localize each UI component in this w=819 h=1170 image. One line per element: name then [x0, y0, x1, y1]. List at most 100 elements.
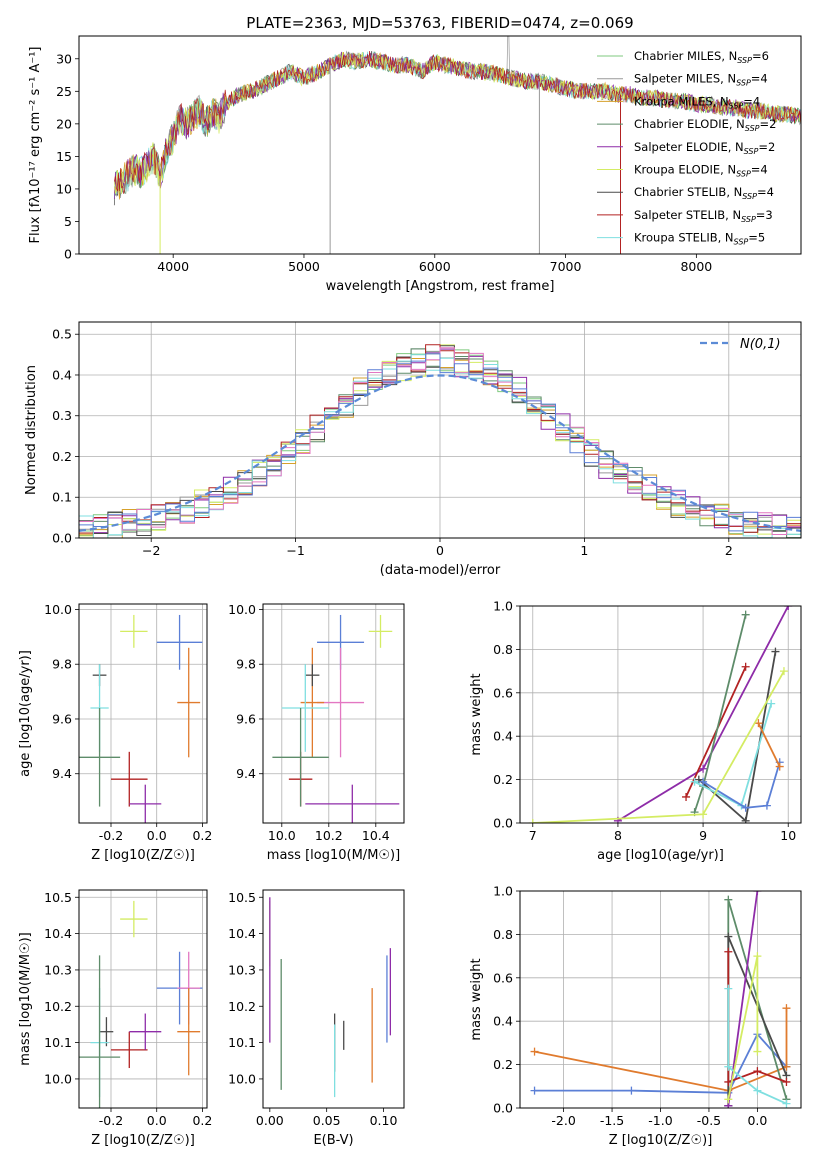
weight-marker	[779, 667, 788, 676]
axes-frame	[519, 890, 802, 1109]
y-tick-label: 0.6	[493, 970, 513, 985]
weight-marker	[528, 819, 537, 823]
legend-entry: Chabrier ELODIE, NSSP=2	[634, 117, 776, 133]
legend-entry: Chabrier STELIB, NSSP=4	[634, 185, 774, 201]
x-tick-label: 0.05	[313, 1113, 341, 1128]
y-tick-label: 9.8	[52, 657, 72, 672]
x-tick-label: 9	[699, 828, 707, 843]
y-tick-label: 0.0	[493, 1101, 513, 1116]
y-axis-label: mass weight	[469, 958, 484, 1040]
x-tick-label: -0.2	[99, 828, 123, 843]
legend-value: =2	[758, 140, 775, 154]
legend-entry: N(0,1)	[740, 337, 781, 352]
weight-line	[757, 722, 781, 767]
legend-subscript: SSP	[744, 147, 759, 156]
legend-value: =4	[751, 72, 768, 86]
plot-area	[530, 891, 791, 1108]
z-mass-panel: -0.2 0.0 0.2 10.0 10.1 10.2 10.3 10.4 10.5 Z [log…	[18, 889, 212, 1148]
weight-line	[534, 1008, 788, 1092]
x-tick-label: 10.2	[315, 828, 343, 843]
weight-marker	[724, 1062, 733, 1071]
weight-line	[702, 761, 781, 809]
age-weight-panel: 7 8 9 10 0.0 0.2 0.4 0.6 0.8 1.0 age [log10(age/yr…	[469, 599, 802, 863]
weight-marker	[782, 1004, 791, 1013]
axes-frame	[262, 889, 405, 1109]
weight-marker	[753, 1086, 762, 1095]
y-tick-label: 10.1	[228, 1035, 256, 1050]
weight-marker	[724, 1095, 733, 1104]
weight-marker	[690, 777, 699, 786]
axes-frame	[519, 605, 802, 824]
y-axis-label: Normed distribution	[24, 365, 39, 495]
weight-line	[727, 988, 787, 1105]
x-axis-label: mass [log10(M/M☉)]	[267, 848, 400, 863]
legend-entry: Kroupa ELODIE, NSSP=4	[634, 163, 768, 179]
axes-frame	[262, 603, 405, 824]
y-tick-label: 10.0	[44, 602, 72, 617]
y-tick-label: 10.0	[228, 1071, 256, 1086]
x-axis-label: age [log10(age/yr)]	[597, 848, 724, 863]
x-tick-label: 0.2	[192, 1113, 212, 1128]
weight-marker	[724, 895, 733, 904]
legend-subscript: SSP	[734, 238, 749, 247]
legend-subscript: SSP	[742, 192, 757, 201]
x-axis-label: E(B-V)	[313, 1133, 353, 1148]
spectrum-line	[113, 50, 801, 194]
legend-entry: Kroupa STELIB, NSSP=5	[634, 231, 765, 247]
figure-title: PLATE=2363, MJD=53763, FIBERID=0474, z=0…	[246, 14, 633, 32]
x-axis-label: Z [log10(Z/Z☉)]	[91, 848, 195, 863]
x-tick-label: −1	[286, 543, 304, 558]
weight-marker	[753, 891, 762, 895]
plot-area	[272, 614, 400, 823]
x-axis-label: Z [log10(Z/Z☉)]	[609, 1133, 713, 1148]
y-tick-label: 25	[56, 84, 72, 99]
x-tick-label: 7	[529, 828, 537, 843]
legend-subscript: SSP	[729, 101, 744, 110]
weight-marker	[775, 762, 784, 771]
weight-marker	[753, 1067, 762, 1076]
plot-area	[79, 614, 203, 823]
y-tick-label: 10.1	[44, 1035, 72, 1050]
legend-subscript: SSP	[736, 170, 751, 179]
y-tick-label: 5	[64, 214, 72, 229]
x-tick-label: −2	[142, 543, 160, 558]
legend-subscript: SSP	[737, 56, 752, 65]
x-tick-label: 0.10	[370, 1113, 398, 1128]
x-tick-label: 0.0	[747, 1113, 767, 1128]
y-tick-label: 10.0	[228, 602, 256, 617]
y-tick-label: 30	[56, 51, 72, 66]
x-tick-label: 5000	[288, 259, 320, 274]
x-axis-label: (data-model)/error	[380, 563, 501, 578]
weight-line	[532, 670, 785, 823]
weight-marker	[741, 662, 750, 671]
plot-area	[113, 36, 801, 254]
y-tick-label: 10.4	[228, 926, 256, 941]
residual-histogram-panel: −2 −1 0 1 2 0.0 0.1 0.2 0.3 0.4 0.5 (data-model)/er…	[24, 321, 802, 578]
y-tick-label: 0.4	[493, 1014, 513, 1029]
y-tick-label: 0.4	[493, 729, 513, 744]
y-tick-label: 10.2	[44, 999, 72, 1014]
x-tick-label: 0	[436, 543, 444, 558]
weight-marker	[754, 719, 763, 728]
x-tick-label: 0.00	[256, 1113, 284, 1128]
legend-value: =4	[743, 94, 760, 108]
weight-marker	[782, 1099, 791, 1108]
legend-entry: Salpeter MILES, NSSP=4	[634, 72, 768, 88]
legend-value: =3	[756, 208, 773, 222]
axes-frame	[78, 35, 802, 255]
axes-frame	[78, 889, 208, 1109]
y-tick-label: 9.6	[52, 711, 72, 726]
x-tick-label: -1.0	[648, 1113, 672, 1128]
weight-marker	[724, 947, 733, 956]
y-tick-label: 0.2	[52, 449, 72, 464]
x-tick-label: -0.2	[99, 1113, 123, 1128]
x-tick-label: 8	[614, 828, 622, 843]
legend-value: =2	[760, 117, 777, 131]
y-tick-label: 10	[56, 181, 72, 196]
axes-frame	[78, 321, 802, 539]
x-tick-label: 2	[725, 543, 733, 558]
y-tick-label: 0.8	[493, 642, 513, 657]
weight-marker	[699, 764, 708, 773]
y-tick-label: 10.2	[228, 999, 256, 1014]
y-axis-label: Flux [fλ10⁻¹⁷ erg cm⁻² s⁻¹ A⁻¹]	[28, 47, 43, 244]
